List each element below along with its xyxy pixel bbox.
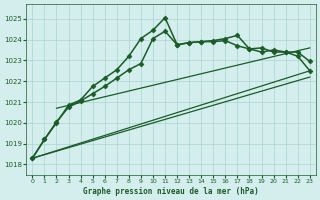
X-axis label: Graphe pression niveau de la mer (hPa): Graphe pression niveau de la mer (hPa) xyxy=(83,187,259,196)
